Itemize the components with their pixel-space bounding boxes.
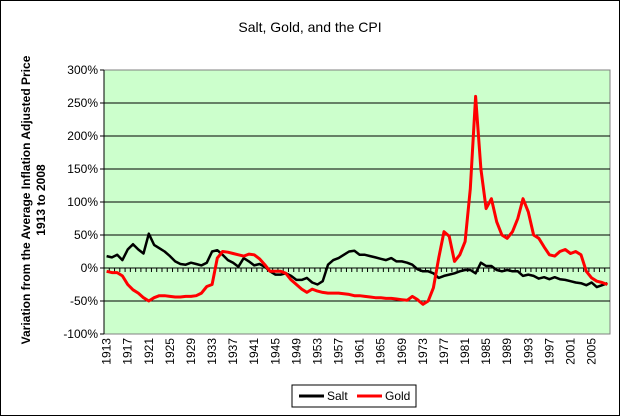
x-tick-label: 1949 [289, 338, 303, 365]
x-tick-label: 1921 [142, 338, 156, 365]
y-tick-label: 250% [67, 96, 98, 110]
x-tick-label: 1913 [100, 338, 114, 365]
x-tick-label: 1933 [205, 338, 219, 365]
y-axis: -100% -50% 0% 50% 100% 150% 200% 250% 300% [63, 63, 105, 341]
y-tick-label: 300% [67, 63, 98, 77]
x-tick-label: 2001 [563, 338, 577, 365]
x-tick-label: 1993 [521, 338, 535, 365]
x-tick-label: 1925 [163, 338, 177, 365]
x-tick-label: 1961 [353, 338, 367, 365]
y-tick-label: 150% [67, 162, 98, 176]
x-tick-label: 1989 [500, 338, 514, 365]
x-tick-label: 1985 [479, 338, 493, 365]
x-tick-label: 1953 [310, 338, 324, 365]
x-tick-label: 1965 [374, 338, 388, 365]
legend-label-salt: Salt [327, 389, 348, 403]
x-tick-label: 1973 [416, 338, 430, 365]
y-tick-label: 200% [67, 129, 98, 143]
x-tick-label: 1957 [332, 338, 346, 365]
chart-title: Salt, Gold, and the CPI [238, 19, 381, 35]
legend: Salt Gold [291, 384, 417, 408]
x-tick-label: 1945 [268, 338, 282, 365]
legend-box [291, 384, 417, 408]
y-axis-title: Variation from the Average Inflation Adj… [19, 55, 48, 344]
y-tick-label: 100% [67, 195, 98, 209]
x-tick-label: 1929 [184, 338, 198, 365]
series-layer [106, 94, 608, 306]
series-line-salt [106, 232, 608, 289]
y-tick-label: 0% [81, 261, 99, 275]
y-tick-label: -50% [70, 294, 98, 308]
y-tick-label: 50% [74, 228, 98, 242]
x-tick-label: 1937 [226, 338, 240, 365]
legend-label-gold: Gold [385, 389, 410, 403]
y-tick-label: -100% [63, 327, 98, 341]
x-tick-label: 1977 [437, 338, 451, 365]
x-tick-label: 1997 [542, 338, 556, 365]
y-axis-title-line1: Variation from the Average Inflation Adj… [19, 55, 33, 344]
series-line-gold [106, 94, 608, 306]
y-axis-title-line2: 1913 to 2008 [34, 164, 48, 236]
x-tick-label: 1941 [247, 338, 261, 365]
x-axis: 1913 1917 1921 1925 1929 1933 1937 1941 1945 1949… [100, 267, 610, 365]
x-tick-label: 2005 [585, 338, 599, 365]
x-tick-label: 1981 [458, 338, 472, 365]
x-tick-label: 1917 [121, 338, 135, 365]
x-tick-label: 1969 [395, 338, 409, 365]
